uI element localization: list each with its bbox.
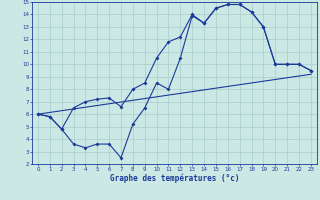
X-axis label: Graphe des températures (°c): Graphe des températures (°c)	[110, 173, 239, 183]
